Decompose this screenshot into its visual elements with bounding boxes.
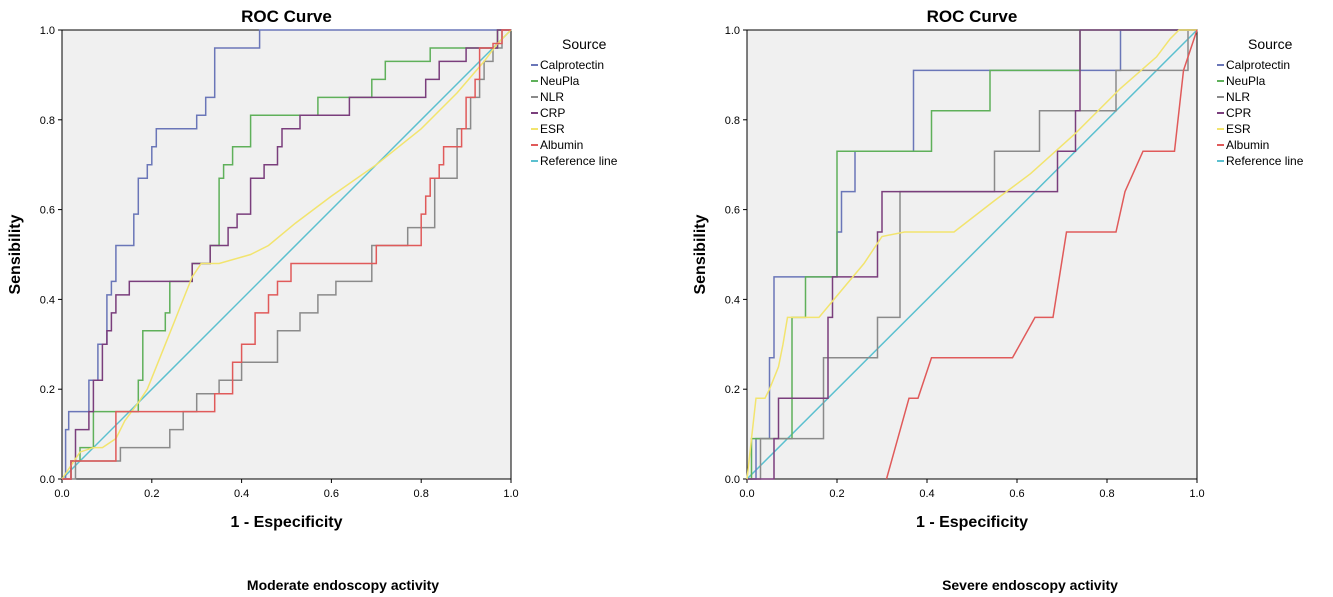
severe-series-reference-line <box>746 29 1198 480</box>
moderate-x-tick-label: 0.6 <box>324 488 339 500</box>
moderate-chart-title: ROC Curve <box>241 7 332 26</box>
severe-y-tick-label: 0.2 <box>725 384 740 396</box>
moderate-y-tick-label: 1.0 <box>40 25 55 37</box>
moderate-series-nlr <box>62 29 511 480</box>
moderate-legend-entry: Reference line <box>540 154 618 168</box>
severe-y-tick-label: 0.4 <box>725 294 740 306</box>
moderate-y-tick-label: 0.2 <box>40 384 55 396</box>
severe-legend-entry: Reference line <box>1226 154 1304 168</box>
moderate-chart: ROC Curve 0.0 0.2 0.4 0.6 0.8 1.0 0.0 0.2 0.4 0.6 0… <box>7 7 618 593</box>
moderate-y-tick-label: 0.0 <box>40 474 55 486</box>
severe-series-esr <box>746 29 1197 480</box>
moderate-legend-entry: NeuPla <box>540 74 580 88</box>
severe-legend-entry: Calprotectin <box>1226 58 1290 72</box>
severe-series-cpr <box>747 29 1197 480</box>
severe-legend-entry: CPR <box>1226 106 1252 120</box>
moderate-y-tick-label: 0.8 <box>40 115 55 127</box>
severe-series-albumin <box>885 29 1198 480</box>
moderate-y-axis-label: Sensibility <box>7 214 24 294</box>
severe-legend-entry: NeuPla <box>1226 74 1266 88</box>
moderate-caption: Moderate endoscopy activity <box>247 577 439 593</box>
severe-x-tick-label: 0.2 <box>829 488 844 500</box>
severe-x-tick-label: 1.0 <box>1189 488 1204 500</box>
severe-y-tick-label: 0.6 <box>725 205 740 217</box>
moderate-legend-entry: Albumin <box>540 138 583 152</box>
severe-y-axis-label: Sensibility <box>692 214 709 294</box>
moderate-legend-entry: NLR <box>540 90 564 104</box>
moderate-y-tick-label: 0.6 <box>40 205 55 217</box>
moderate-series-albumin <box>62 29 511 480</box>
severe-x-tick-label: 0.8 <box>1099 488 1114 500</box>
moderate-x-tick-label: 1.0 <box>503 488 518 500</box>
severe-legend-entry: NLR <box>1226 90 1250 104</box>
moderate-y-tick-label: 0.4 <box>40 294 55 306</box>
severe-x-tick-label: 0.0 <box>739 488 754 500</box>
severe-y-tick-label: 1.0 <box>725 25 740 37</box>
moderate-x-axis-label: 1 - Especificity <box>230 514 342 531</box>
moderate-series-crp <box>62 29 511 480</box>
severe-legend-entry: Albumin <box>1226 138 1269 152</box>
severe-y-tick-label: 0.8 <box>725 115 740 127</box>
severe-chart: ROC Curve 0.0 0.2 0.4 0.6 0.8 1.0 0.0 0.2 0.4 0.6 0… <box>692 7 1304 593</box>
moderate-x-tick-label: 0.4 <box>234 488 249 500</box>
moderate-legend-title: Source <box>562 36 607 52</box>
severe-legend-entry: ESR <box>1226 122 1251 136</box>
severe-chart-title: ROC Curve <box>927 7 1018 26</box>
moderate-legend-entry: Calprotectin <box>540 58 604 72</box>
severe-x-tick-label: 0.6 <box>1009 488 1024 500</box>
moderate-series-calprotectin <box>62 29 511 480</box>
severe-x-tick-label: 0.4 <box>919 488 934 500</box>
severe-legend: Source Calprotectin NeuPla NLR CPR ESR Albumin… <box>1217 36 1304 168</box>
moderate-legend: Source Calprotectin NeuPla NLR CRP ESR Albumin… <box>531 36 618 168</box>
moderate-x-tick-label: 0.2 <box>144 488 159 500</box>
severe-caption: Severe endoscopy activity <box>942 577 1118 593</box>
severe-legend-title: Source <box>1248 36 1293 52</box>
moderate-legend-entry: ESR <box>540 122 565 136</box>
severe-y-tick-label: 0.0 <box>725 474 740 486</box>
moderate-x-tick-label: 0.8 <box>414 488 429 500</box>
severe-x-axis-label: 1 - Especificity <box>916 514 1028 531</box>
moderate-legend-entry: CRP <box>540 106 565 120</box>
moderate-x-tick-label: 0.0 <box>54 488 69 500</box>
